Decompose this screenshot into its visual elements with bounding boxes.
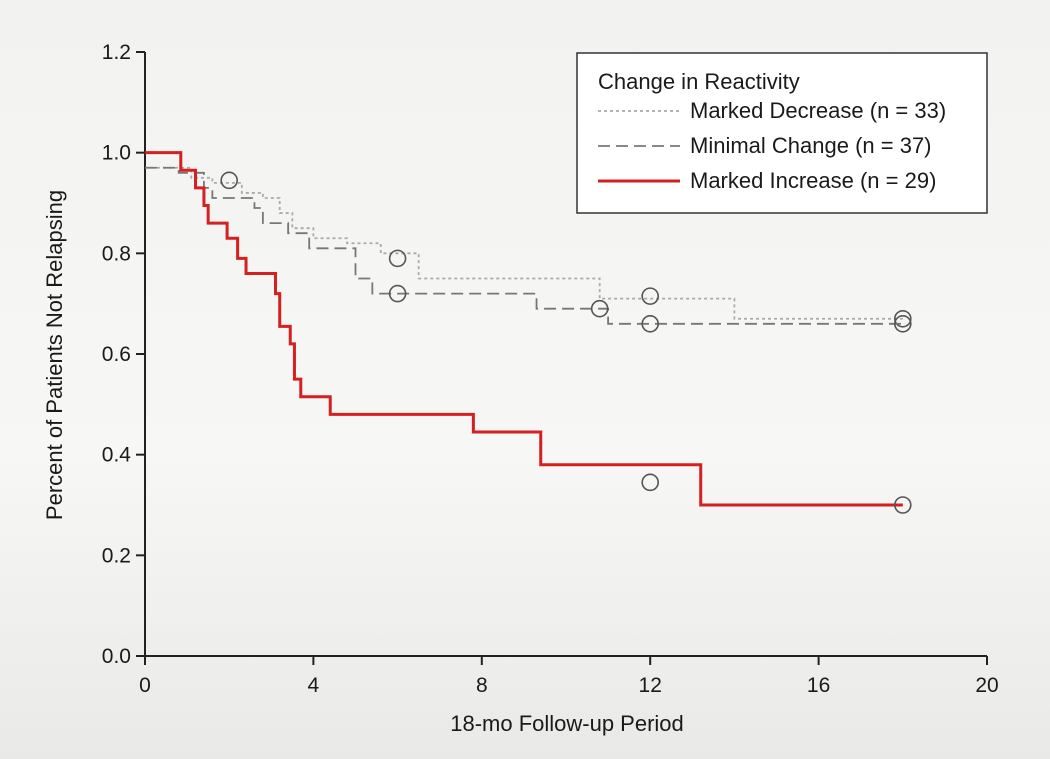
y-axis-title: Percent of Patients Not Relapsing [42, 190, 67, 520]
x-tick-label: 16 [807, 674, 830, 697]
x-tick-label: 8 [476, 674, 488, 697]
legend: Change in Reactivity Marked Decrease (n … [576, 52, 988, 214]
censor-mark [220, 171, 238, 190]
x-tick-label: 20 [975, 674, 998, 697]
censor-mark [893, 496, 912, 514]
x-axis-title: 18-mo Follow-up Period [450, 711, 684, 736]
x-tick-label: 4 [308, 674, 320, 697]
y-tick-label: 1.2 [102, 41, 131, 64]
legend-label-2: Minimal Change (n = 37) [690, 133, 932, 158]
censor-mark [641, 287, 660, 305]
legend-label-1: Marked Decrease (n = 33) [690, 98, 946, 123]
legend-title: Change in Reactivity [598, 69, 800, 94]
censor-mark [893, 314, 912, 333]
axes: 0.0 0.2 0.4 0.6 0.8 1.0 1.2 0 4 8 12 16 20 [102, 41, 999, 697]
legend-label-3: Marked Increase (n = 29) [690, 168, 936, 193]
y-tick-label: 0.8 [102, 242, 131, 265]
series-line-1 [145, 166, 903, 320]
series-line-3 [145, 151, 903, 507]
plot-area [145, 151, 912, 514]
censor-mark [641, 314, 660, 333]
censor-mark [893, 309, 912, 328]
y-tick-label: 0.6 [102, 343, 131, 366]
series-line-2 [145, 166, 903, 325]
x-tick-label: 0 [139, 674, 151, 697]
y-tick-label: 0.0 [102, 645, 131, 668]
y-tick-label: 0.2 [102, 544, 131, 567]
legend-box [576, 52, 988, 214]
censor-mark [388, 284, 407, 303]
y-tick-label: 1.0 [102, 142, 131, 165]
censor-mark [388, 249, 407, 268]
x-tick-label: 12 [639, 674, 662, 697]
censor-mark [641, 473, 660, 492]
y-tick-label: 0.4 [102, 444, 132, 467]
censor-mark [590, 299, 609, 318]
